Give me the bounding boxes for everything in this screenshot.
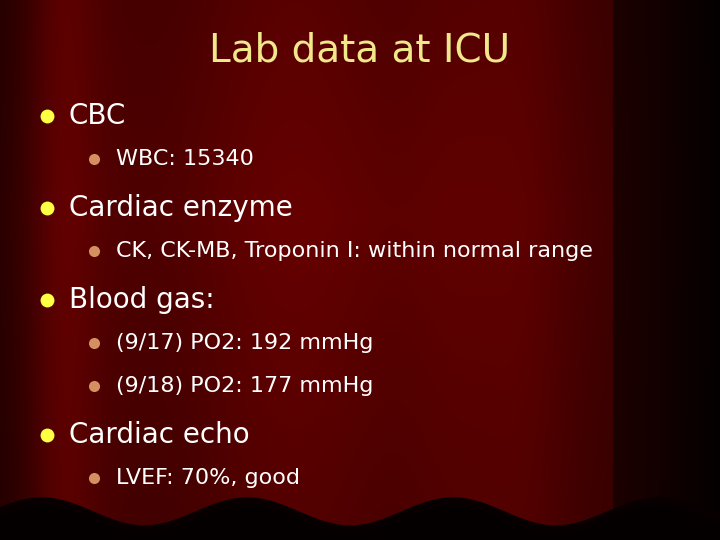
Text: (9/18) PO2: 177 mmHg: (9/18) PO2: 177 mmHg xyxy=(116,376,373,396)
Text: Cardiac enzyme: Cardiac enzyme xyxy=(69,194,292,222)
Text: CK, CK-MB, Troponin I: within normal range: CK, CK-MB, Troponin I: within normal ran… xyxy=(116,241,593,261)
Text: Blood gas:: Blood gas: xyxy=(69,286,215,314)
Text: Cardiac echo: Cardiac echo xyxy=(69,421,249,449)
Text: LVEF: 70%, good: LVEF: 70%, good xyxy=(116,468,300,488)
Text: Lab data at ICU: Lab data at ICU xyxy=(210,31,510,69)
Text: WBC: 15340: WBC: 15340 xyxy=(116,149,253,170)
Text: (9/17) PO2: 192 mmHg: (9/17) PO2: 192 mmHg xyxy=(116,333,373,353)
Text: CBC: CBC xyxy=(69,102,126,130)
